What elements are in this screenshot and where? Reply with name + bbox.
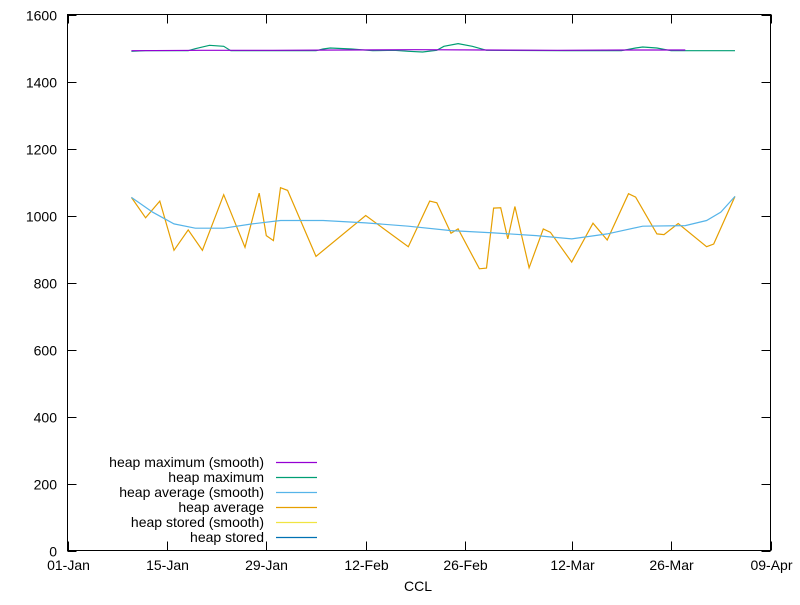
- x-axis-label: CCL: [404, 578, 432, 594]
- x-tick-label: 26-Feb: [443, 557, 488, 573]
- legend-label: heap stored (smooth): [131, 514, 264, 530]
- plot-frame: [67, 14, 771, 551]
- y-tick-label: 1200: [26, 142, 57, 158]
- y-tick-label: 1600: [26, 8, 57, 24]
- x-axis: 01-Jan 15-Jan 29-Jan 12-Feb 26-Feb 12-Mar 26-M…: [47, 14, 793, 573]
- x-tick-label: 15-Jan: [146, 557, 189, 573]
- series-line-heap-maximum-smooth: [131, 49, 686, 52]
- x-tick-label: 01-Jan: [47, 557, 90, 573]
- y-tick-label: 200: [34, 477, 58, 493]
- legend-label: heap maximum: [168, 469, 264, 485]
- x-tick-label: 12-Mar: [550, 557, 595, 573]
- x-tick-label: 12-Feb: [344, 557, 389, 573]
- series-group: [130, 42, 736, 270]
- legend-label: heap average: [178, 499, 264, 515]
- series-line-heap-maximum: [131, 42, 735, 53]
- series-line-heap-average-smooth: [131, 195, 736, 240]
- legend-label: heap stored: [190, 529, 264, 545]
- y-tick-label: 1400: [26, 75, 57, 91]
- y-tick-label: 0: [49, 544, 57, 560]
- x-tick-label: 09-Apr: [750, 557, 792, 573]
- series-line-heap-average: [130, 186, 736, 270]
- x-tick-label: 29-Jan: [245, 557, 288, 573]
- y-tick-label: 1000: [26, 209, 57, 225]
- legend-label: heap average (smooth): [119, 484, 264, 500]
- y-tick-label: 400: [34, 410, 58, 426]
- y-tick-label: 800: [34, 276, 58, 292]
- x-tick-label: 26-Mar: [649, 557, 694, 573]
- legend-label: heap maximum (smooth): [109, 454, 264, 470]
- y-axis: 0 200 400 600 800 1000 1200 1400 1600: [26, 8, 771, 560]
- y-tick-label: 600: [34, 343, 58, 359]
